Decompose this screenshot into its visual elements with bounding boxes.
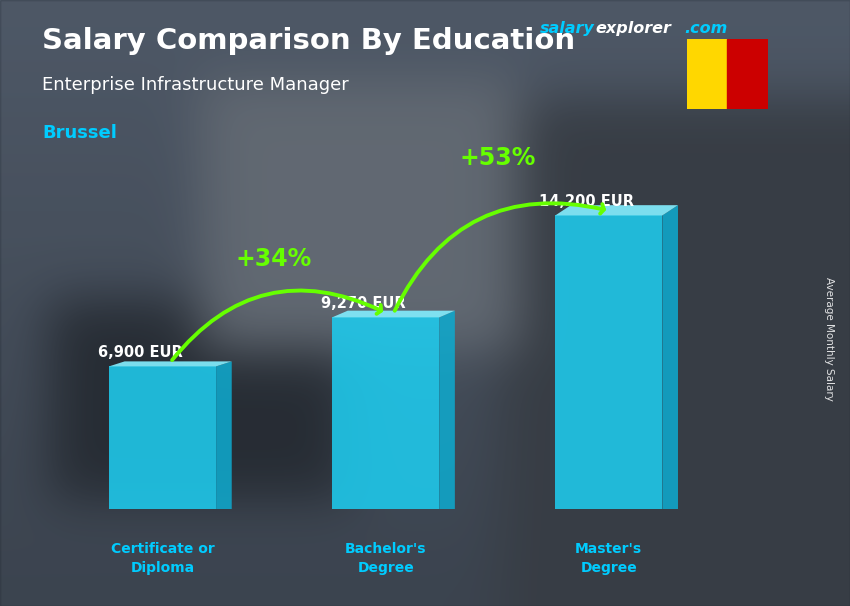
Text: Salary Comparison By Education: Salary Comparison By Education xyxy=(42,27,575,55)
Text: Average Monthly Salary: Average Monthly Salary xyxy=(824,278,834,401)
Text: +34%: +34% xyxy=(236,247,312,271)
Text: +53%: +53% xyxy=(459,145,536,170)
Text: 14,200 EUR: 14,200 EUR xyxy=(539,195,634,209)
Polygon shape xyxy=(332,311,455,318)
Text: Brussel: Brussel xyxy=(42,124,117,142)
Polygon shape xyxy=(216,361,232,509)
Polygon shape xyxy=(555,205,678,216)
Text: Certificate or
Diploma: Certificate or Diploma xyxy=(110,542,214,574)
Polygon shape xyxy=(332,318,439,509)
Text: Bachelor's
Degree: Bachelor's Degree xyxy=(345,542,427,574)
Text: Master's
Degree: Master's Degree xyxy=(575,542,643,574)
Polygon shape xyxy=(109,367,216,509)
Text: .com: .com xyxy=(684,21,728,36)
Bar xyxy=(687,39,728,109)
Text: 9,270 EUR: 9,270 EUR xyxy=(321,296,405,311)
Text: salary: salary xyxy=(540,21,594,36)
Text: Enterprise Infrastructure Manager: Enterprise Infrastructure Manager xyxy=(42,76,349,94)
Bar xyxy=(728,39,768,109)
Polygon shape xyxy=(555,216,662,509)
Text: explorer: explorer xyxy=(595,21,671,36)
Polygon shape xyxy=(109,361,232,367)
Polygon shape xyxy=(439,311,455,509)
Text: 6,900 EUR: 6,900 EUR xyxy=(98,345,183,360)
Polygon shape xyxy=(662,205,678,509)
